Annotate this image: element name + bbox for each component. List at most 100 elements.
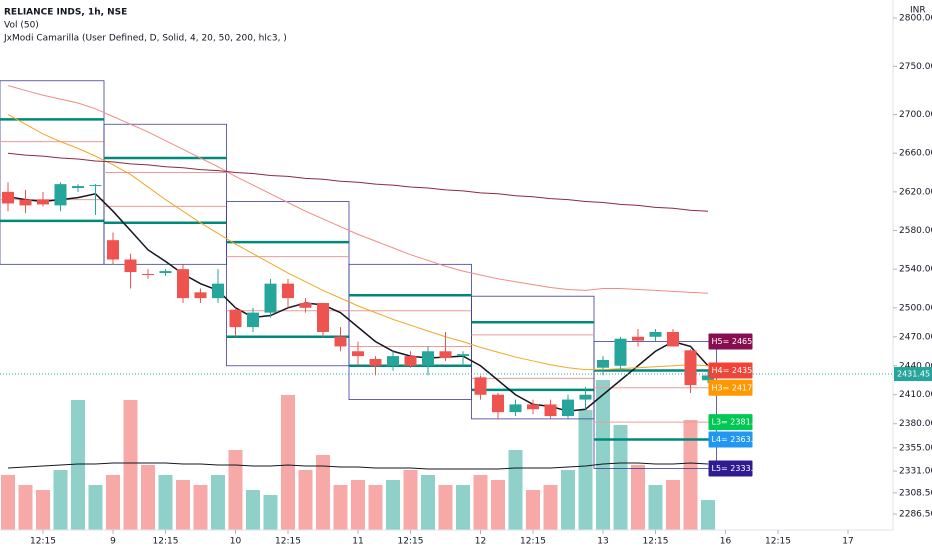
candle-body — [492, 394, 504, 413]
volume-bar — [701, 500, 715, 530]
volume-bar — [456, 485, 470, 530]
volume-bar — [1, 475, 15, 530]
level-tag — [708, 460, 753, 477]
candle-body — [212, 283, 224, 299]
candle-body — [107, 240, 119, 260]
moving-average — [7, 192, 709, 412]
y-tick-label: 2331.00 — [899, 467, 932, 477]
level-tag — [708, 414, 753, 431]
level-tag-label: H5= 2465.1 — [712, 337, 760, 346]
level-tag — [708, 431, 753, 448]
y-tick-label: 2440.00 — [899, 361, 932, 371]
candle-body — [352, 351, 364, 357]
x-tick-label: 10 — [230, 537, 242, 547]
currency: INR — [910, 6, 926, 16]
candle-body — [177, 269, 189, 299]
volume-bar — [508, 450, 523, 530]
volume-bar — [648, 485, 663, 530]
indicator-legend: JxModi Camarilla (User Defined, D, Solid… — [3, 34, 287, 44]
level-tag — [708, 333, 753, 350]
candle-body — [194, 292, 207, 299]
candle-body — [54, 184, 67, 206]
candle-body — [509, 404, 522, 413]
x-tick-label: 12:15 — [153, 537, 179, 547]
candle-body — [89, 185, 102, 187]
volume-bar — [473, 475, 488, 530]
plot-area — [0, 80, 717, 530]
candle-body — [457, 354, 469, 357]
moving-average — [7, 85, 709, 294]
volume-bar — [438, 485, 453, 530]
candle-body — [229, 309, 242, 328]
volume-bar — [351, 480, 365, 530]
y-tick-label: 2660.00 — [899, 149, 932, 159]
x-tick-label: 13 — [597, 537, 608, 547]
candle-body — [439, 351, 452, 359]
candle-body — [422, 351, 434, 366]
volume-bar — [193, 485, 208, 530]
volume-bar — [403, 470, 418, 530]
x-tick-label: 12 — [475, 537, 486, 547]
candle-body — [369, 359, 382, 366]
candle-body — [614, 338, 627, 366]
candle-body — [142, 273, 154, 275]
volume-legend: Vol (50) — [4, 21, 39, 31]
volume-bar — [526, 490, 540, 530]
level-tag-label: L4= 2363.7 — [712, 435, 759, 444]
x-tick-label: 12:15 — [275, 537, 301, 547]
moving-average — [7, 152, 709, 212]
y-tick-label: 2620.00 — [899, 187, 932, 197]
x-tick-label: 12:15 — [398, 537, 424, 547]
last-price-tag — [894, 367, 932, 382]
volume-bar — [368, 485, 383, 530]
candle-body — [264, 283, 277, 313]
volume-bar — [491, 480, 505, 530]
candle-body — [72, 186, 84, 189]
volume-bar — [158, 475, 173, 530]
candle-body — [597, 359, 609, 368]
level-tag-label: H4= 2435.1 — [712, 366, 760, 375]
x-tick-label: 12:15 — [30, 537, 56, 547]
symbol-title: RELIANCE INDS, 1h, NSE — [4, 8, 127, 18]
x-tick-label: 9 — [110, 537, 116, 547]
candle-body — [334, 336, 347, 347]
y-tick-label: 2500.00 — [899, 303, 932, 313]
level-tag-label: H3= 2417.2 — [712, 383, 760, 392]
volume-bar — [176, 480, 190, 530]
volume-bar — [543, 485, 558, 530]
volume-bar — [36, 490, 50, 530]
volume-bar — [561, 470, 575, 530]
y-tick-label: 2355.00 — [899, 443, 932, 453]
candle-body — [632, 336, 644, 341]
x-tick-label: 16 — [720, 537, 732, 547]
y-tick-label: 2410.00 — [899, 390, 932, 400]
candle-body — [527, 404, 539, 410]
volume-ma — [7, 462, 709, 470]
candle-body — [299, 302, 312, 308]
volume-bar — [666, 480, 680, 530]
volume-bar — [596, 380, 610, 530]
y-tick-label: 2800.00 — [899, 13, 932, 23]
volume-bar — [298, 470, 313, 530]
candle-body — [282, 283, 294, 299]
y-tick-label: 2308.50 — [899, 488, 932, 498]
volume-bar — [683, 420, 698, 530]
candle-body — [159, 271, 172, 274]
volume-bar — [263, 495, 278, 530]
y-tick-label: 2540.00 — [899, 265, 932, 275]
volume-bar — [18, 485, 33, 530]
candle-body — [387, 356, 399, 366]
level-tag-label: L5= 2333.7 — [712, 464, 759, 473]
volume-bar — [141, 465, 155, 530]
volume-bar — [71, 400, 85, 530]
volume-bar — [106, 475, 120, 530]
candle-body — [19, 199, 32, 206]
x-tick-label: 12:15 — [765, 537, 791, 547]
candle-body — [2, 191, 14, 204]
volume-bar — [53, 470, 68, 530]
candle-body — [562, 399, 574, 417]
volume-bar — [386, 480, 400, 530]
